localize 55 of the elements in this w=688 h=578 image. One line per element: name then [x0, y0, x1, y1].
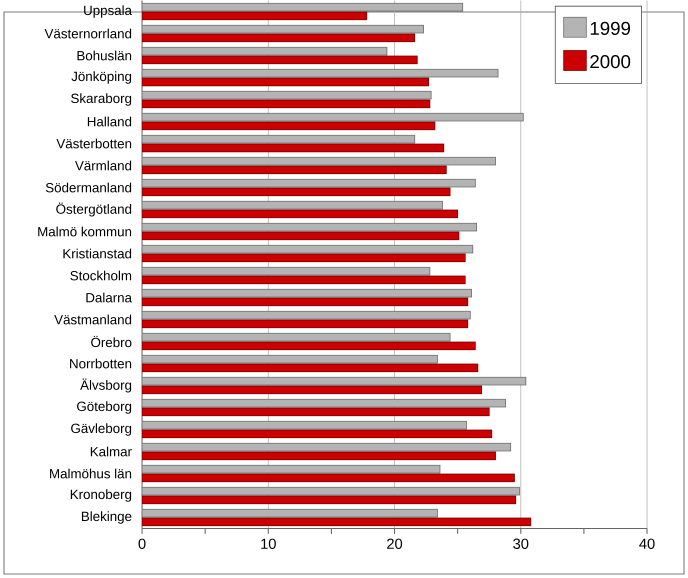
legend-label: 2000 [590, 54, 630, 68]
y-tick-label: Västernorrland [44, 28, 132, 38]
y-tick-label: Gävleborg [71, 423, 132, 436]
y-tick-label: Värmland [74, 160, 132, 170]
x-tick-label: 30 [513, 538, 528, 549]
bar [142, 254, 466, 262]
y-tick-label: Östergötland [56, 202, 132, 216]
legend-label: 1999 [590, 22, 630, 35]
y-tick-label: Kristianstad [63, 248, 132, 258]
y-tick-label: Stockholm [70, 270, 132, 280]
bar [142, 496, 516, 504]
bar [142, 298, 468, 306]
y-tick-label: Malmöhus län [50, 468, 132, 478]
x-tick-label: 10 [261, 538, 276, 549]
x-tick-label: 20 [387, 538, 402, 549]
bar [142, 232, 460, 240]
bar [142, 122, 436, 130]
bar [142, 276, 466, 284]
y-tick-label: Bohuslän [77, 50, 132, 60]
y-tick-label: Norrbotten [70, 358, 132, 368]
bar [142, 430, 492, 438]
y-tick-label: Malmö kommun [38, 226, 132, 236]
bar [142, 12, 368, 20]
bar [142, 452, 496, 460]
y-tick-label: Uppsala [84, 5, 132, 18]
y-tick-label: Skaraborg [71, 93, 132, 106]
y-tick-label: Blekinge [82, 511, 132, 524]
y-tick-label: Västmanland [54, 314, 132, 324]
bar [142, 364, 478, 372]
x-tick-label: 0 [138, 538, 146, 549]
bar [142, 100, 430, 108]
bar [142, 408, 490, 416]
bar [142, 386, 482, 394]
y-tick-label: Jönköping [71, 71, 132, 84]
bar [142, 144, 444, 152]
y-tick-label: Södermanland [46, 182, 132, 192]
bar [142, 518, 532, 526]
bar [142, 188, 450, 196]
bar [142, 78, 430, 86]
y-tick-label: Kronoberg [70, 489, 132, 502]
y-tick-label: Kalmar [90, 446, 132, 456]
bar [142, 342, 476, 350]
bar [142, 56, 418, 64]
bar [142, 474, 515, 482]
bar [142, 320, 468, 328]
y-tick-label: Göteborg [77, 401, 132, 414]
bar [142, 34, 416, 42]
y-tick-label: Örebro [91, 336, 132, 348]
y-tick-label: Västerbotten [56, 138, 132, 148]
x-tick-label: 40 [639, 538, 655, 549]
y-tick-label: Halland [88, 116, 132, 126]
bar [142, 166, 447, 174]
y-tick-label: Älvsborg [80, 378, 132, 392]
y-tick-label: Dalarna [86, 292, 132, 302]
bar [142, 210, 458, 218]
